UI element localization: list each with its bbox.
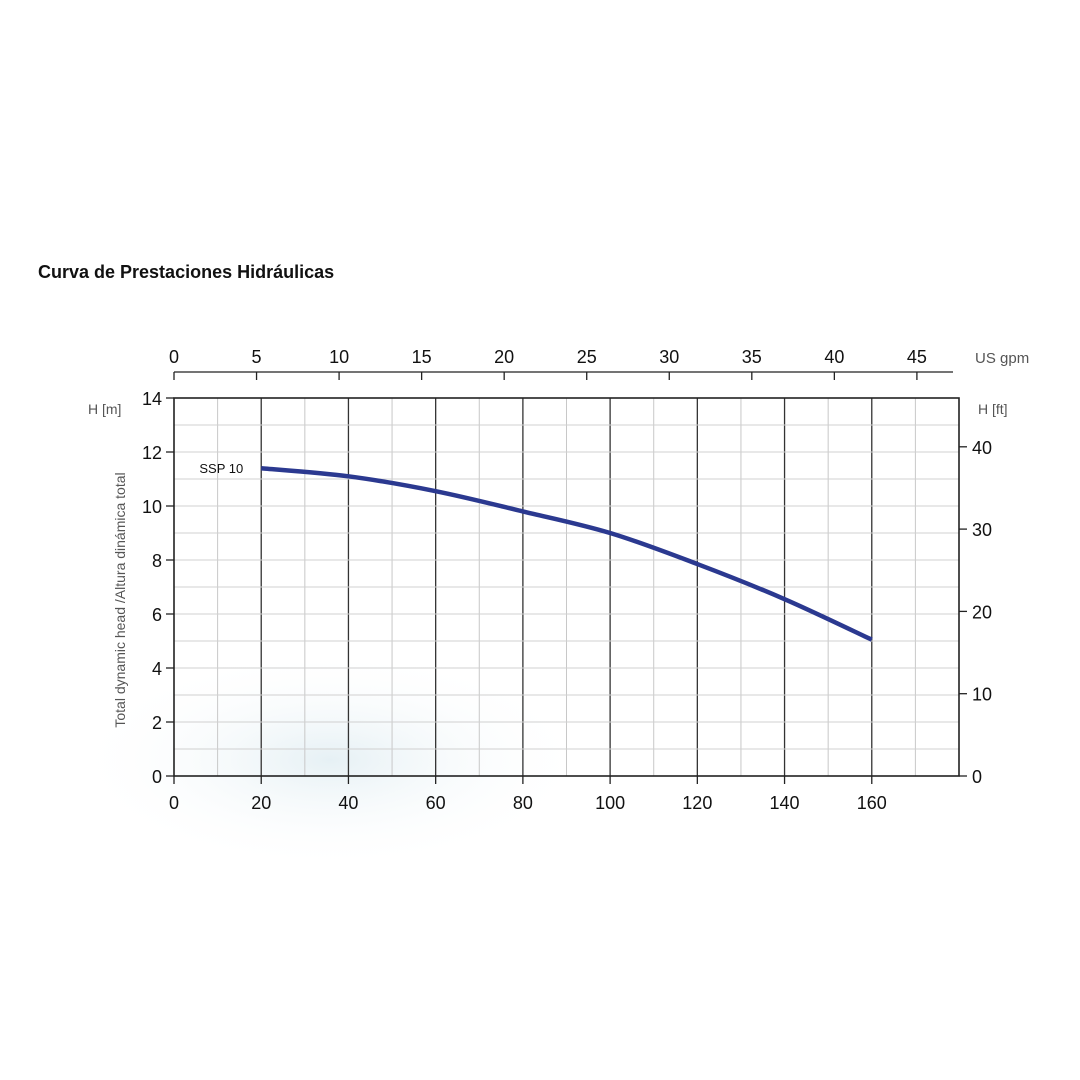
right-tick-label: 0: [972, 767, 982, 787]
top-tick-label: 10: [329, 347, 349, 367]
right-tick-label: 40: [972, 438, 992, 458]
x-tick-label: 20: [251, 793, 271, 813]
y-tick-label: 10: [142, 497, 162, 517]
top-tick-label: 35: [742, 347, 762, 367]
top-axis-label: US gpm: [975, 350, 1029, 367]
top-tick-label: 30: [659, 347, 679, 367]
right-axis-label: H [ft]: [978, 401, 1008, 417]
x-tick-label: 80: [513, 793, 533, 813]
x-tick-label: 160: [857, 793, 887, 813]
top-tick-label: 40: [824, 347, 844, 367]
top-tick-label: 45: [907, 347, 927, 367]
top-tick-label: 25: [577, 347, 597, 367]
x-tick-label: 40: [338, 793, 358, 813]
y-tick-label: 4: [152, 659, 162, 679]
top-tick-label: 15: [412, 347, 432, 367]
x-tick-label: 140: [770, 793, 800, 813]
y-tick-label: 12: [142, 443, 162, 463]
right-tick-label: 10: [972, 685, 992, 705]
x-tick-label: 60: [426, 793, 446, 813]
y-tick-label: 8: [152, 551, 162, 571]
top-tick-label: 0: [169, 347, 179, 367]
y-tick-label: 14: [142, 389, 162, 409]
top-tick-label: 5: [252, 347, 262, 367]
background-glow: [70, 650, 590, 870]
y-tick-label: 0: [152, 767, 162, 787]
y-axis-title: Total dynamic head /Altura dinámica tota…: [112, 472, 128, 727]
series-label: SSP 10: [199, 461, 243, 476]
y-tick-label: 6: [152, 605, 162, 625]
x-tick-label: 0: [169, 793, 179, 813]
top-tick-label: 20: [494, 347, 514, 367]
right-tick-label: 20: [972, 602, 992, 622]
plot-frame: [173, 397, 960, 777]
left-axis-unit: H [m]: [88, 401, 121, 417]
x-tick-label: 100: [595, 793, 625, 813]
series-line-ssp-10: [261, 465, 873, 642]
y-tick-label: 2: [152, 713, 162, 733]
x-tick-label: 120: [682, 793, 712, 813]
chart-title: Curva de Prestaciones Hidráulicas: [38, 262, 335, 282]
right-tick-label: 30: [972, 520, 992, 540]
